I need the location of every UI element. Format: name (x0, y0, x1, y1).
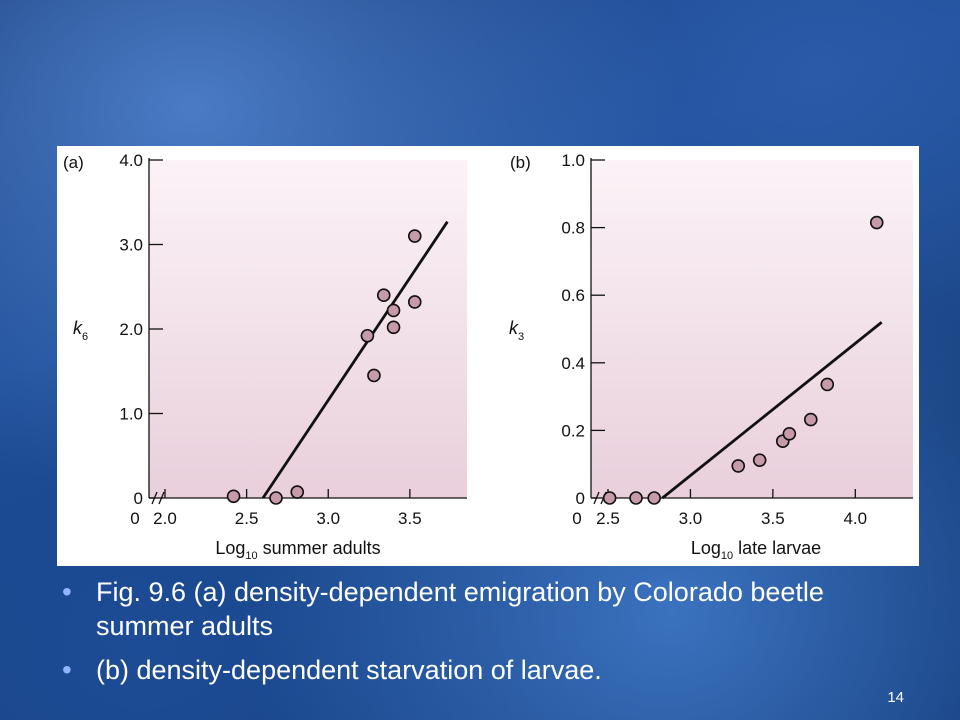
x-tick-label: 3.5 (398, 509, 422, 528)
data-point (869, 215, 884, 230)
data-point (782, 426, 797, 441)
x-origin-label: 0 (130, 509, 139, 528)
y-axis-label: k3 (509, 318, 524, 343)
data-point (386, 303, 401, 318)
x-tick-label: 3.5 (761, 509, 785, 528)
caption: • Fig. 9.6 (a) density-dependent emigrat… (62, 575, 842, 697)
data-point (407, 295, 422, 309)
caption-text-b: (b) density-dependent starvation of larv… (96, 655, 602, 685)
data-point (360, 328, 375, 343)
x-axis-label: Log10 summer adults (215, 538, 380, 562)
regression-line (661, 321, 883, 500)
data-point (290, 485, 305, 499)
data-point (376, 288, 391, 302)
x-axis-label-rest: late larvae (733, 538, 821, 558)
y-tick-label: 0.4 (561, 354, 585, 373)
data-point (647, 491, 661, 505)
data-point (629, 491, 643, 505)
x-axis-label-main: Log (691, 538, 721, 558)
y-tick-label: 4.0 (119, 151, 143, 170)
data-point (602, 491, 617, 505)
x-axis-label-sub: 10 (245, 550, 257, 562)
data-point (820, 377, 835, 392)
x-origin-label: 0 (572, 509, 581, 528)
y-tick-label: 0 (576, 489, 585, 508)
regression-line (261, 220, 449, 499)
slide-number: 14 (887, 689, 904, 706)
data-point (226, 489, 241, 504)
plot-background (591, 160, 913, 498)
y-tick-label: 1.0 (119, 405, 143, 424)
caption-bullet-b: • (b) density-dependent starvation of la… (62, 653, 842, 687)
x-tick-label: 2.0 (153, 509, 177, 528)
bullet-icon: • (62, 576, 72, 607)
data-point (386, 320, 401, 335)
chart-a: 0 1.0 2.0 3.0 4.0 0 2.0 2.5 3.0 3.5 (a) k6 Log10 sum… (63, 151, 467, 562)
caption-bullet-a: • Fig. 9.6 (a) density-dependent emigrat… (62, 575, 842, 643)
data-point (407, 229, 422, 243)
y-tick-label: 3.0 (119, 236, 143, 255)
data-point (269, 491, 283, 505)
caption-text-a: Fig. 9.6 (a) density-dependent emigratio… (96, 577, 824, 641)
y-axis-label-sub: 3 (518, 331, 524, 343)
data-point (803, 412, 818, 427)
panel-label: (a) (63, 153, 84, 172)
y-axis-label: k6 (73, 318, 88, 343)
x-axis-label: Log10 late larvae (691, 538, 821, 562)
y-tick-label: 0 (134, 489, 143, 508)
y-tick-label: 0.8 (561, 219, 585, 238)
y-tick-label: 0.2 (561, 421, 585, 440)
x-tick-label: 2.5 (596, 509, 620, 528)
x-tick-label: 3.0 (316, 509, 340, 528)
panel-label: (b) (510, 153, 531, 172)
x-tick-label: 3.0 (679, 509, 703, 528)
y-axis-label-sub: 6 (82, 331, 88, 343)
chart-b: 0 0.2 0.4 0.6 0.8 1.0 0 2.5 3.0 3.5 4.0 (b) k3 Log10 … (509, 151, 913, 562)
data-point (731, 459, 746, 473)
x-axis-label-main: Log (215, 538, 245, 558)
x-axis-label-sub: 10 (721, 550, 733, 562)
x-tick-label: 2.5 (235, 509, 259, 528)
x-tick-label: 4.0 (843, 509, 867, 528)
data-point (752, 453, 767, 467)
y-tick-label: 2.0 (119, 320, 143, 339)
x-axis-label-rest: summer adults (258, 538, 381, 558)
bullet-icon: • (62, 654, 72, 685)
figure-panel: 0 1.0 2.0 3.0 4.0 0 2.0 2.5 3.0 3.5 (a) k6 Log10 sum… (57, 146, 919, 566)
data-point (367, 368, 381, 383)
plot-background (149, 160, 467, 498)
y-tick-label: 1.0 (561, 151, 585, 170)
y-tick-label: 0.6 (561, 286, 585, 305)
